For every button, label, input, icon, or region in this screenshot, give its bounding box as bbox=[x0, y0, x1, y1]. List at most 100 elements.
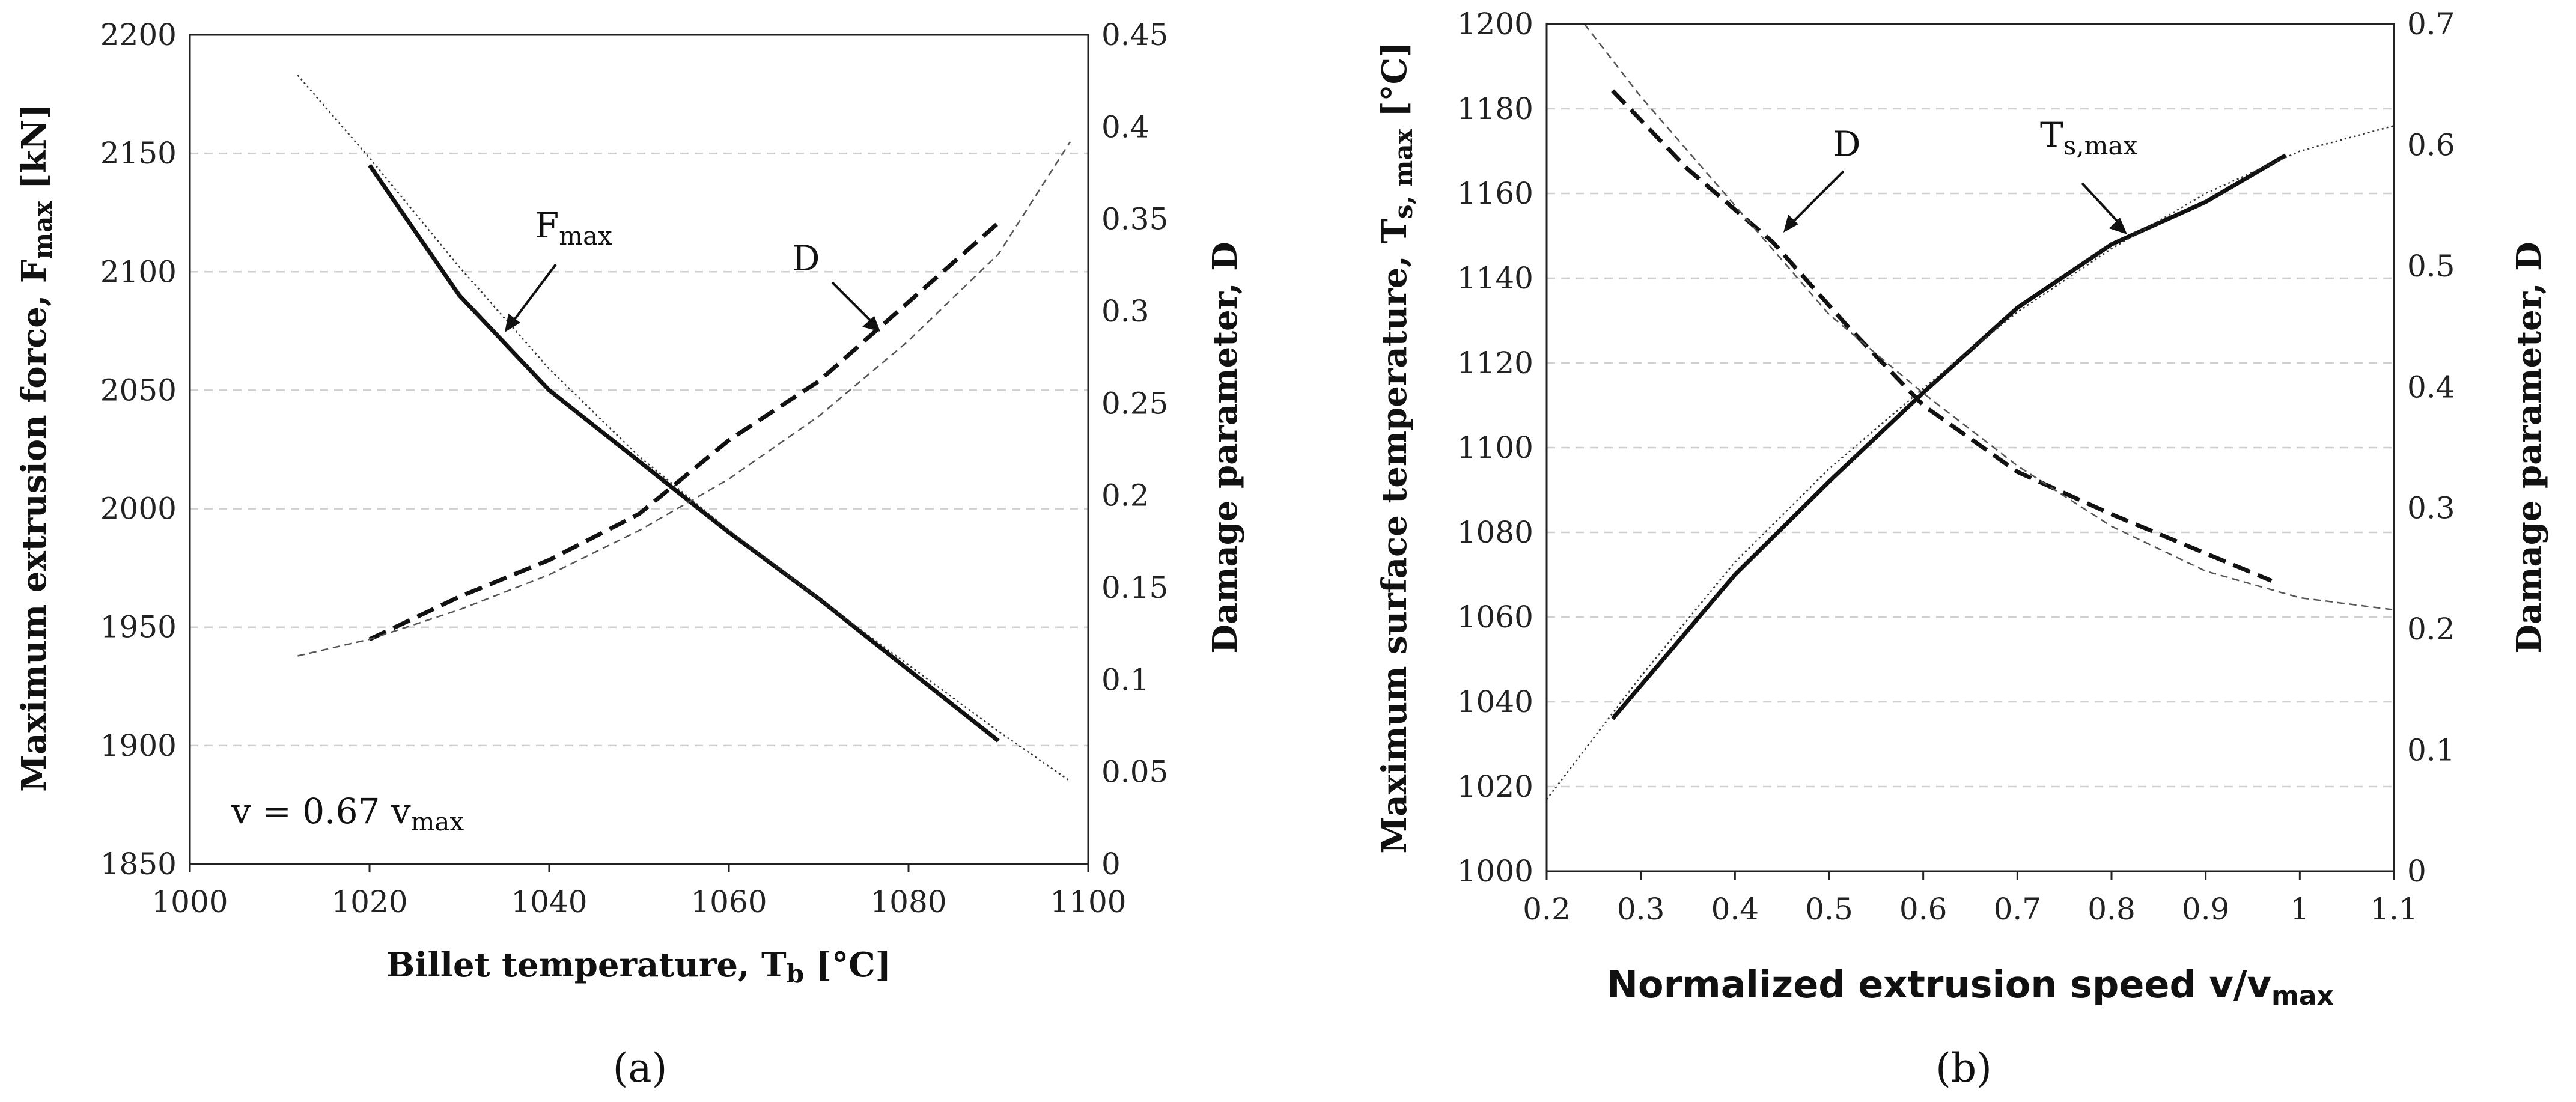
panel-a-condition-label: v = 0.67 vmax bbox=[231, 791, 464, 836]
annotation-d-b-arrowhead bbox=[1783, 215, 1798, 233]
panel-a-series bbox=[297, 75, 1071, 782]
panel-b-right-axis-title: Damage parameter, D bbox=[2509, 242, 2549, 653]
annotation-d-a-arrow bbox=[831, 281, 875, 326]
series-ts-max-data bbox=[1611, 153, 2287, 720]
left-tick-label: 2000 bbox=[100, 492, 177, 526]
left-tick-label: 2050 bbox=[100, 373, 177, 407]
annotation-fmax: Fmax bbox=[505, 205, 612, 332]
right-tick-label: 0.4 bbox=[1101, 109, 1149, 144]
x-tick-label: 1.1 bbox=[2370, 892, 2418, 927]
x-tick-label: 0.4 bbox=[1711, 892, 1759, 927]
panel-a-left-tick-labels: 1850 1900 1950 2000 2050 2100 2150 2200 bbox=[100, 17, 177, 881]
x-tick-label: 0.2 bbox=[1523, 892, 1571, 927]
right-tick-label: 0.3 bbox=[2407, 491, 2455, 526]
annotation-tsmax-label: Ts,max bbox=[2040, 115, 2137, 160]
panel-b-x-axis-title: Normalized extrusion speed v/vmax bbox=[1607, 963, 2334, 1011]
annotation-fmax-label: Fmax bbox=[535, 205, 612, 251]
series-d-fit bbox=[297, 141, 1071, 657]
x-tick-label: 0.6 bbox=[1899, 892, 1947, 927]
panel-b-series bbox=[1546, 23, 2395, 800]
right-tick-label: 0.1 bbox=[1101, 662, 1149, 697]
panel-a-plot-frame bbox=[189, 34, 1089, 865]
right-tick-label: 0.05 bbox=[1101, 755, 1168, 790]
x-tick-label: 0.8 bbox=[2087, 892, 2136, 927]
series-d-fit bbox=[1583, 23, 2395, 611]
series-d-data bbox=[368, 221, 1000, 642]
x-tick-label: 0.3 bbox=[1617, 892, 1665, 927]
right-tick-label: 0 bbox=[2407, 854, 2426, 889]
annotation-d-b: D bbox=[1783, 124, 1861, 233]
left-tick-label: 1160 bbox=[1457, 176, 1533, 211]
panel-b: 0.2 0.3 0.4 0.5 0.6 0.7 0.8 0.9 1 1.1 1000 1020 104… bbox=[1375, 7, 2549, 1091]
x-tick-label: 1020 bbox=[331, 884, 407, 919]
right-tick-label: 0.2 bbox=[2407, 612, 2455, 647]
annotation-tsmax-arrowhead bbox=[2109, 218, 2127, 234]
x-tick-label: 1080 bbox=[870, 884, 946, 919]
x-tick-label: 1 bbox=[2290, 892, 2309, 927]
left-tick-label: 1850 bbox=[100, 847, 177, 881]
left-tick-label: 2100 bbox=[100, 254, 177, 289]
annotation-tsmax-arrow bbox=[2081, 182, 2122, 227]
panel-b-right-tick-labels: 0 0.1 0.2 0.3 0.4 0.5 0.6 0.7 bbox=[2407, 7, 2455, 889]
annotation-d-b-label: D bbox=[1833, 124, 1861, 165]
annotation-fmax-arrow bbox=[510, 263, 557, 326]
right-tick-label: 0.2 bbox=[1101, 478, 1149, 513]
left-tick-label: 1100 bbox=[1457, 430, 1533, 465]
series-d-data bbox=[1611, 89, 2273, 583]
series-fmax-fit bbox=[297, 75, 1071, 782]
panel-b-gridlines bbox=[1547, 108, 2394, 788]
annotation-fmax-arrowhead bbox=[505, 314, 520, 332]
left-tick-label: 1060 bbox=[1457, 600, 1533, 635]
annotation-tsmax: Ts,max bbox=[2040, 115, 2137, 234]
panel-a-gridlines bbox=[190, 152, 1088, 747]
left-tick-label: 1900 bbox=[100, 728, 177, 763]
x-tick-label: 0.7 bbox=[1994, 892, 2042, 927]
panel-b-plot-frame bbox=[1545, 23, 2395, 872]
left-tick-label: 1200 bbox=[1457, 7, 1533, 41]
left-tick-label: 2150 bbox=[100, 136, 177, 171]
left-tick-label: 1080 bbox=[1457, 515, 1533, 550]
x-tick-label: 1000 bbox=[151, 884, 228, 919]
panel-b-left-tick-labels: 1000 1020 1040 1060 1080 1100 1120 1140 1160 1180… bbox=[1457, 7, 1533, 889]
x-tick-label: 1060 bbox=[690, 884, 767, 919]
panel-b-x-tick-labels: 0.2 0.3 0.4 0.5 0.6 0.7 0.8 0.9 1 1.1 bbox=[1523, 871, 2418, 927]
panel-b-label: (b) bbox=[1935, 1045, 1992, 1091]
panel-a-x-axis-title: Billet temperature, Tb [°C] bbox=[386, 945, 891, 988]
left-tick-label: 1180 bbox=[1457, 91, 1533, 126]
right-tick-label: 0.4 bbox=[2407, 370, 2455, 404]
left-tick-label: 1140 bbox=[1457, 261, 1533, 296]
right-tick-label: 0.25 bbox=[1101, 386, 1168, 421]
panel-a-left-axis-title: Maximum extrusion force, Fmax [kN] bbox=[14, 103, 58, 792]
x-tick-label: 1100 bbox=[1050, 884, 1126, 919]
left-tick-label: 2200 bbox=[100, 17, 177, 52]
right-tick-label: 0.7 bbox=[2407, 7, 2455, 41]
left-tick-label: 1040 bbox=[1457, 684, 1533, 719]
left-tick-label: 1020 bbox=[1457, 769, 1533, 804]
x-tick-label: 1040 bbox=[511, 884, 587, 919]
left-tick-label: 1000 bbox=[1457, 854, 1533, 889]
left-tick-label: 1120 bbox=[1457, 346, 1533, 380]
series-fmax-data bbox=[368, 163, 1000, 743]
panel-b-left-axis-title: Maximum surface temperature, Ts, max [°C… bbox=[1375, 41, 1418, 853]
right-tick-label: 0 bbox=[1101, 847, 1121, 881]
panel-a-right-axis-title: Damage parameter, D bbox=[1205, 242, 1245, 653]
x-tick-label: 0.9 bbox=[2182, 892, 2230, 927]
right-tick-label: 0.6 bbox=[2407, 127, 2455, 162]
right-tick-label: 0.35 bbox=[1101, 202, 1168, 237]
right-tick-label: 0.5 bbox=[2407, 249, 2455, 284]
left-tick-label: 1950 bbox=[100, 610, 177, 645]
x-tick-label: 0.5 bbox=[1805, 892, 1853, 927]
annotation-d-b-arrow bbox=[1788, 170, 1845, 227]
panel-a-right-tick-labels: 0 0.05 0.1 0.15 0.2 0.25 0.3 0.35 0.4 0.45 bbox=[1101, 17, 1168, 881]
annotation-d-a-arrowhead bbox=[862, 316, 880, 332]
right-tick-label: 0.15 bbox=[1101, 570, 1168, 605]
right-tick-label: 0.1 bbox=[2407, 733, 2455, 768]
panel-a: 1000 1020 1040 1060 1080 1100 1850 1900 1950 200… bbox=[14, 17, 1245, 1091]
annotation-d-a-label: D bbox=[792, 238, 820, 279]
right-tick-label: 0.45 bbox=[1101, 17, 1168, 52]
series-ts-max-fit bbox=[1546, 124, 2395, 800]
annotation-d-a: D bbox=[792, 238, 880, 332]
panel-a-x-tick-labels: 1000 1020 1040 1060 1080 1100 bbox=[151, 864, 1127, 919]
panel-a-label: (a) bbox=[613, 1045, 668, 1091]
